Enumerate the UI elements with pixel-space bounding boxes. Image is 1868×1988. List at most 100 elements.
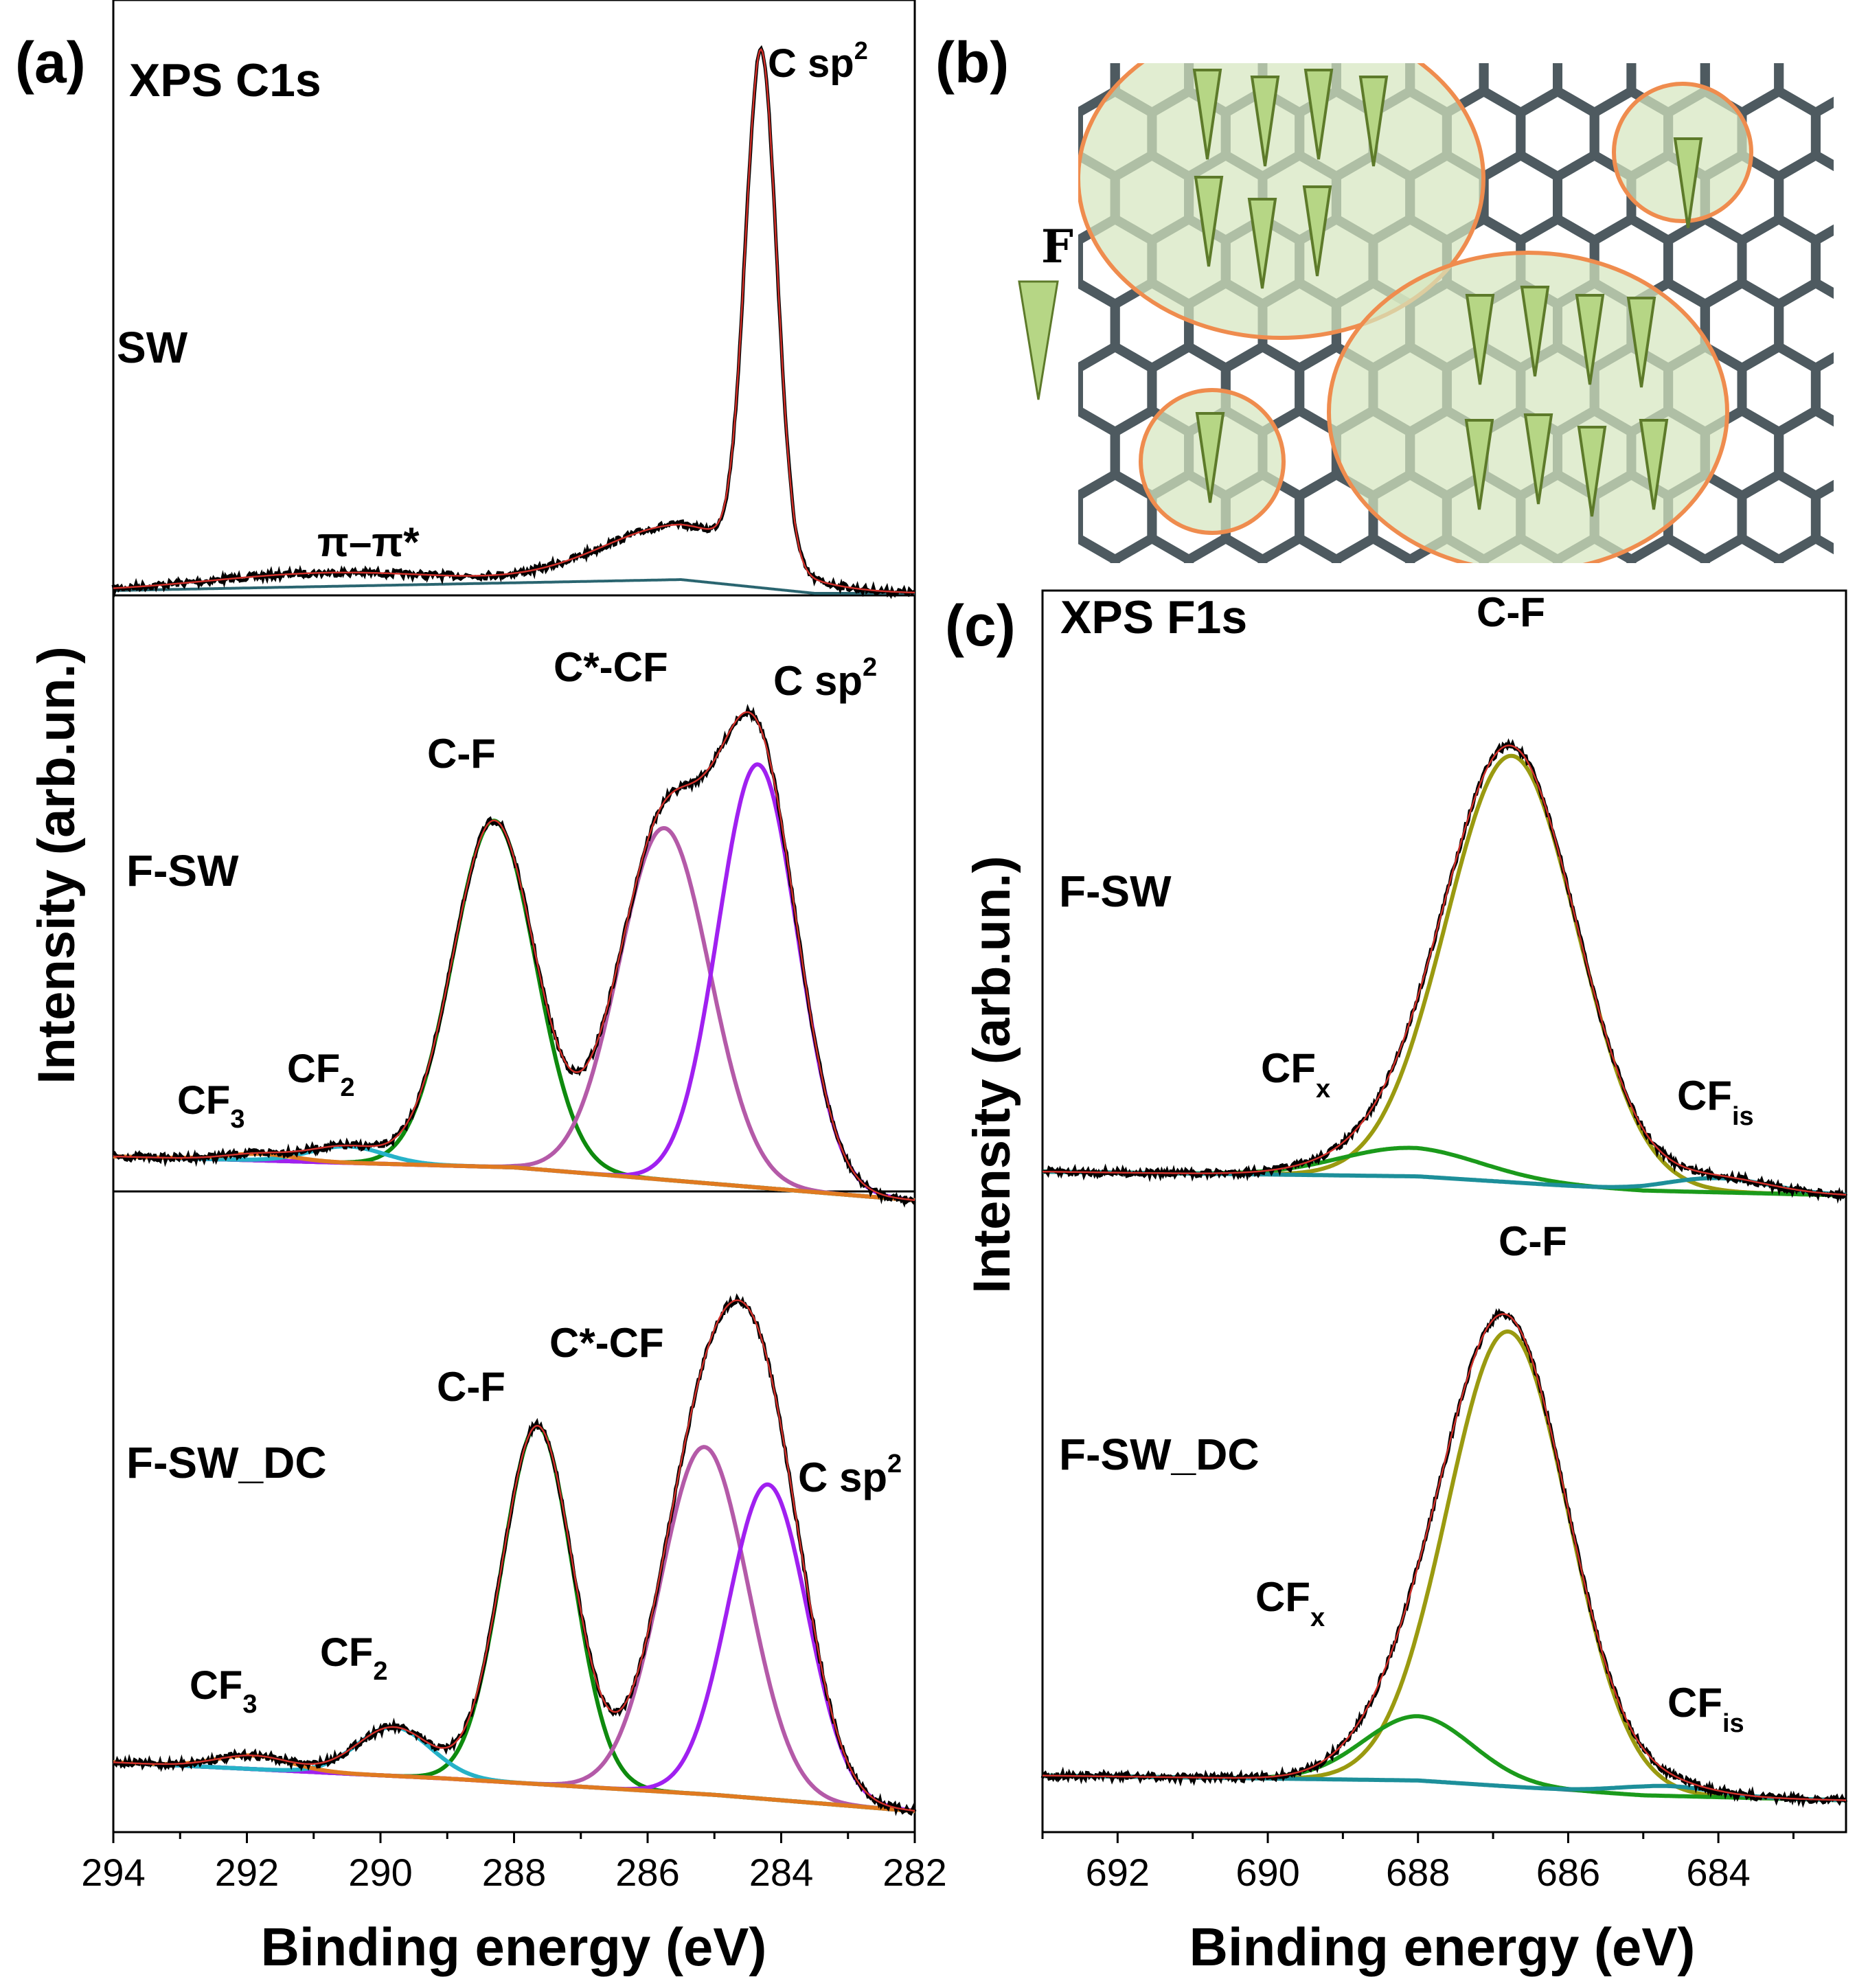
fluorine-atoms xyxy=(1192,69,1703,517)
fluorine-atom xyxy=(1520,286,1550,377)
panel-c: 692 690 688 686 684 (c) XPS F1s Intensity (a… xyxy=(945,589,1848,1977)
panel-b-letter: (b) xyxy=(935,30,1009,95)
fswdc-cf3-label: CF3 xyxy=(190,1663,257,1719)
fluorine-atom xyxy=(1195,412,1225,503)
nanotube-lattice xyxy=(968,0,1868,563)
f1s-fsw-label: F-SW xyxy=(1059,867,1172,916)
sw-pi-label: π–π* xyxy=(317,519,420,565)
lattice-hexagon xyxy=(1078,0,1152,49)
c1s-x-tick-label: 284 xyxy=(749,1851,813,1894)
panel-c-ylabel: Intensity (arb.un.) xyxy=(963,856,1021,1294)
f1s-fsw-data-curve xyxy=(1042,738,1848,1204)
fluorinated-region xyxy=(1327,251,1729,563)
c1s-fswdc-fit-envelope xyxy=(113,1299,915,1812)
c1s-x-tick-label: 282 xyxy=(882,1851,946,1894)
f1s-fsw-cf-label: C-F xyxy=(1477,589,1545,635)
fluorine-atom xyxy=(1303,69,1334,160)
lattice-hexagon xyxy=(1184,534,1268,563)
fluorine-atom xyxy=(1302,185,1332,277)
f1s-fswdc-fit-envelope xyxy=(1043,1313,1847,1801)
panel-a-curves xyxy=(111,45,917,1816)
fswdc-ccf-label: C*-CF xyxy=(549,1320,664,1366)
lattice-hexagon xyxy=(968,155,1041,240)
c1s-fsw-fit-envelope xyxy=(113,711,915,1202)
lattice-hexagon xyxy=(1331,534,1415,563)
fswdc-label: F-SW_DC xyxy=(126,1438,327,1487)
c1s-fswdc-component-cf2 xyxy=(113,1725,915,1814)
fluorinated-regions xyxy=(1078,63,1753,563)
f1s-x-tick-label: 690 xyxy=(1235,1851,1299,1894)
f1s-x-tick-label: 686 xyxy=(1536,1851,1600,1894)
sw-label: SW xyxy=(117,323,188,372)
panel-a: 294 292 290 288 286 284 282 (a) XPS C1s Intens… xyxy=(15,0,947,1977)
panel-c-title: XPS F1s xyxy=(1060,591,1247,643)
lattice-hexagon xyxy=(1774,534,1834,563)
fluorine-atom xyxy=(1194,176,1224,267)
fluorine-atom xyxy=(1673,137,1703,229)
lattice-hexagon xyxy=(1226,0,1299,49)
f1s-fswdc-label: F-SW_DC xyxy=(1059,1430,1260,1479)
lattice-hexagon xyxy=(1668,0,1742,49)
c1s-fsw-component-c-sp2 xyxy=(113,762,915,1202)
fluorine-legend-icon xyxy=(1018,280,1059,400)
sw-csp2-label: C sp2 xyxy=(768,36,868,86)
lattice-hexagon xyxy=(1816,0,1868,49)
fluorine-atom xyxy=(1626,297,1656,388)
c1s-fsw-background-line xyxy=(113,1155,915,1202)
panel-a-ylabel: Intensity (arb.un.) xyxy=(27,646,86,1084)
fluorine-atom xyxy=(1247,198,1277,289)
f1s-x-tick-label: 684 xyxy=(1686,1851,1750,1894)
f1s-fsw-cfx-label: CFx xyxy=(1261,1045,1330,1104)
lattice-hexagon xyxy=(1374,0,1447,49)
fswdc-cf2-label: CF2 xyxy=(320,1630,387,1686)
fluorine-atom xyxy=(1192,69,1222,160)
lattice-hexagon xyxy=(1257,534,1341,563)
f1s-fswdc-cfx-label: CFx xyxy=(1255,1574,1325,1632)
fluorine-atom xyxy=(1523,413,1553,505)
f1s-fsw-cfis-label: CFis xyxy=(1677,1073,1754,1131)
fsw-cf3-label: CF3 xyxy=(177,1078,244,1134)
c1s-x-tick-label: 294 xyxy=(81,1851,145,1894)
fsw-label: F-SW xyxy=(126,846,239,895)
fluorine-atom xyxy=(1464,419,1494,510)
panel-a-letter: (a) xyxy=(15,30,86,95)
lattice-hexagon xyxy=(968,411,1041,496)
lattice-hexagon xyxy=(1078,490,1083,545)
panel-c-x-ticks: 692 690 688 686 684 xyxy=(1041,1832,1795,1894)
c1s-fswdc-component-cf3 xyxy=(113,1753,915,1814)
fswdc-cf-label: C-F xyxy=(437,1364,505,1410)
lattice-hexagon xyxy=(1595,0,1668,49)
panel-b: (b) F xyxy=(935,0,1868,563)
fsw-cf2-label: CF2 xyxy=(287,1047,354,1102)
panel-c-curves xyxy=(1040,738,1848,1808)
fswdc-csp2-label: C sp2 xyxy=(798,1450,902,1500)
fsw-ccf-label: C*-CF xyxy=(554,644,668,690)
lattice-hexagon xyxy=(1005,0,1078,49)
lattice-hexagon xyxy=(1520,0,1594,49)
panel-c-letter: (c) xyxy=(945,593,1016,658)
fluorine-atom xyxy=(1577,426,1607,517)
fluorinated-region xyxy=(1078,63,1485,340)
fluorine-atom xyxy=(1639,419,1669,510)
panel-c-xlabel: Binding energy (eV) xyxy=(1189,1917,1696,1977)
f1s-x-tick-label: 688 xyxy=(1386,1851,1450,1894)
lattice-hexagon xyxy=(1447,0,1520,49)
f1s-fsw-component-c-f xyxy=(1043,753,1846,1198)
f1s-fswdc-cf-label: C-F xyxy=(1499,1218,1567,1264)
lattice-hexagon xyxy=(1299,0,1373,49)
fluorine-atom xyxy=(1575,294,1605,385)
lattice-hexagon xyxy=(1110,534,1194,563)
f1s-fsw-fit-envelope xyxy=(1043,744,1847,1196)
lattice-hexagon xyxy=(1742,0,1816,49)
fsw-csp2-label: C sp2 xyxy=(773,653,877,704)
f1s-x-tick-label: 692 xyxy=(1086,1851,1150,1894)
fluorine-atom xyxy=(1358,76,1389,167)
c1s-x-tick-label: 290 xyxy=(348,1851,412,1894)
c1s-sw-data-curve xyxy=(111,45,916,599)
panel-a-xlabel: Binding energy (eV) xyxy=(261,1917,767,1977)
lattice-hexagon xyxy=(1078,106,1083,161)
c1s-sw-fit-envelope xyxy=(113,47,915,594)
panel-a-title: XPS C1s xyxy=(129,54,321,106)
panel-c-frame xyxy=(1041,589,1847,1833)
